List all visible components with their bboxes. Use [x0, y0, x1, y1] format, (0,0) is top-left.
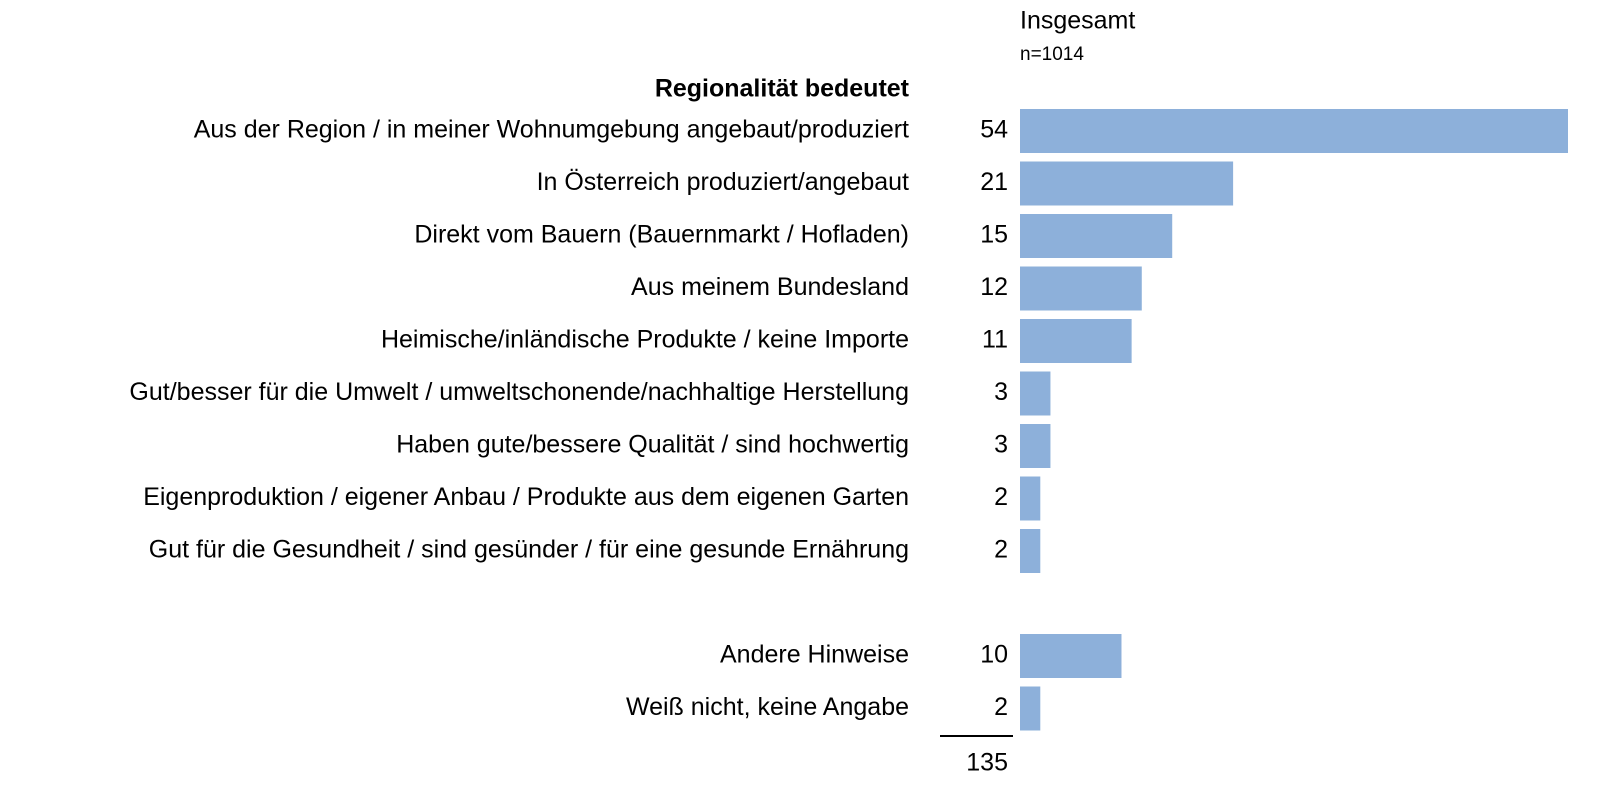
column-title: Insgesamt: [1020, 7, 1135, 35]
bar: [1020, 371, 1051, 416]
category-label: Andere Hinweise: [720, 641, 909, 669]
category-label: Haben gute/bessere Qualität / sind hochw…: [396, 431, 909, 459]
value-label: 54: [980, 116, 1008, 144]
bar: [1020, 686, 1041, 731]
value-label: 3: [994, 378, 1008, 406]
category-label: Gut für die Gesundheit / sind gesünder /…: [149, 536, 909, 564]
bar: [1020, 266, 1142, 311]
category-label: Weiß nicht, keine Angabe: [626, 693, 909, 721]
bar: [1020, 634, 1122, 678]
total: 135: [966, 749, 1008, 777]
bar: [1020, 476, 1041, 521]
bar: [1020, 319, 1132, 363]
value-label: 3: [994, 431, 1008, 459]
category-label: Heimische/inländische Produkte / keine I…: [381, 326, 909, 354]
column-subtitle: n=1014: [1020, 44, 1084, 65]
value-label: 11: [982, 326, 1008, 354]
bar: [1020, 109, 1568, 153]
category-label: Eigenproduktion / eigener Anbau / Produk…: [143, 483, 909, 511]
bar: [1020, 424, 1051, 468]
value-label: 21: [980, 168, 1008, 196]
category-label: In Österreich produziert/angebaut: [537, 168, 909, 196]
value-label: 2: [994, 483, 1008, 511]
category-label: Aus meinem Bundesland: [631, 273, 909, 301]
value-label: 2: [994, 693, 1008, 721]
bar: [1020, 529, 1041, 573]
value-label: 15: [980, 221, 1008, 249]
category-label: Gut/besser für die Umwelt / umweltschone…: [129, 378, 909, 406]
bar: [1020, 161, 1234, 206]
value-label: 12: [980, 273, 1008, 301]
category-label: Aus der Region / in meiner Wohnumgebung …: [194, 116, 909, 144]
value-label: 10: [980, 641, 1008, 669]
category-label: Direkt vom Bauern (Bauernmarkt / Hoflade…: [414, 221, 909, 249]
section-title: Regionalität bedeutet: [655, 75, 910, 103]
bar: [1020, 214, 1173, 258]
value-label: 2: [994, 536, 1008, 564]
